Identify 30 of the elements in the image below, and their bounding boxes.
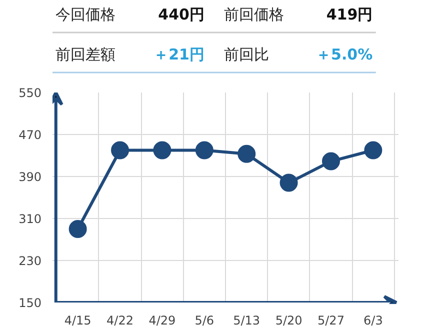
point	[322, 152, 340, 170]
y-tick-label: 310	[18, 212, 42, 226]
x-tick-label: 5/27	[318, 314, 344, 328]
y-tick-label: 470	[18, 128, 42, 142]
text: ＋5.0%	[316, 46, 373, 64]
y-tick-label: 550	[18, 86, 42, 100]
x-tick-label: 5/13	[233, 314, 260, 328]
point	[195, 141, 214, 160]
x-tick-label: 5/20	[275, 314, 302, 328]
text: 440円	[158, 6, 204, 24]
text: 前回比	[224, 46, 269, 64]
x-tick-label: 4/15	[64, 314, 92, 328]
text: 419円	[326, 6, 373, 24]
y-tick-label: 150	[18, 296, 42, 310]
x-tick-label: 5/6	[194, 314, 214, 328]
text: 前回価格	[224, 6, 284, 24]
x-tick-label: 6/3	[364, 314, 383, 328]
y-tick-label: 390	[18, 170, 42, 184]
x-tick-label: 4/29	[148, 314, 176, 328]
text: 今回価格	[56, 6, 116, 24]
y-tick-label: 230	[18, 254, 42, 268]
point	[111, 141, 130, 160]
point	[280, 174, 298, 192]
x-tick-label: 4/22	[106, 314, 134, 328]
point	[364, 141, 382, 160]
text: ＋21円	[154, 46, 204, 64]
text: 前回差額	[56, 46, 116, 64]
point	[68, 220, 87, 238]
point	[238, 144, 256, 163]
point	[153, 141, 172, 160]
